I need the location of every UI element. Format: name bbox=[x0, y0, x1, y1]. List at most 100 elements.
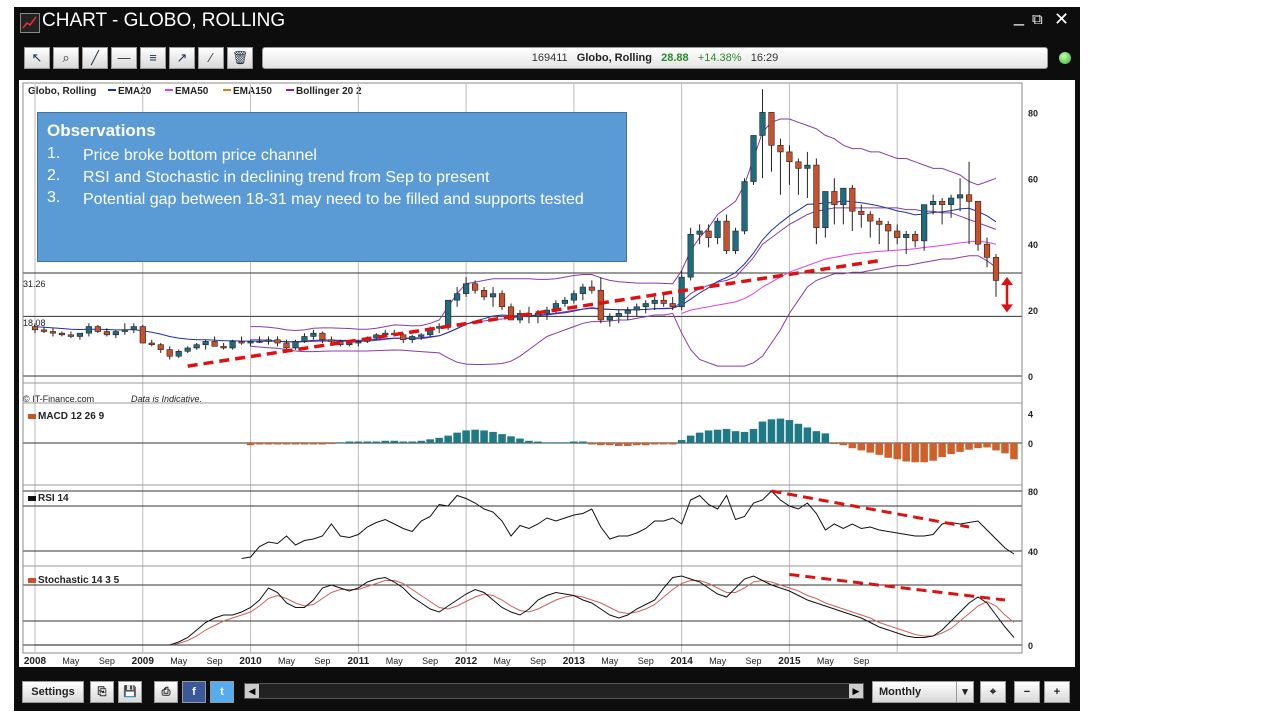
ticker-price: 28.88 bbox=[661, 52, 689, 64]
macd-bar bbox=[444, 435, 452, 443]
macd-bar bbox=[974, 443, 982, 449]
macd-bar bbox=[1010, 443, 1018, 460]
candle-body bbox=[256, 341, 263, 343]
candle-body bbox=[463, 283, 470, 294]
hline-icon[interactable]: — bbox=[111, 47, 137, 69]
candle-body bbox=[409, 336, 416, 341]
trendline-icon[interactable]: ╱ bbox=[82, 47, 108, 69]
macd-bar bbox=[794, 423, 803, 443]
scroll-right-icon[interactable]: ▶ bbox=[849, 684, 863, 698]
zoom-icon[interactable]: ⌕ bbox=[53, 47, 79, 69]
candle-body bbox=[175, 350, 182, 357]
macd-bar bbox=[615, 443, 623, 446]
save-icon[interactable]: 💾 bbox=[118, 681, 142, 703]
macd-bar bbox=[507, 436, 515, 443]
rsi-tick-label: 40 bbox=[1028, 547, 1038, 557]
macd-bar bbox=[282, 443, 291, 445]
observation-text-1: Price broke bottom price channel bbox=[83, 147, 317, 164]
macd-bar bbox=[381, 440, 390, 443]
candle-body bbox=[283, 342, 290, 349]
macd-bar bbox=[947, 443, 955, 455]
macd-bar bbox=[300, 443, 309, 445]
parallel-icon[interactable]: ∕ bbox=[198, 47, 224, 69]
time-scrollbar[interactable]: ◀ ▶ bbox=[244, 683, 864, 699]
export-icon[interactable]: ⎘ bbox=[90, 681, 114, 703]
print-icon[interactable]: ⎙ bbox=[154, 681, 178, 703]
macd-bar bbox=[336, 442, 345, 444]
x-axis-label: 2013 bbox=[563, 656, 586, 667]
zoom-out-icon[interactable]: − bbox=[1014, 681, 1040, 703]
zoom-in-icon[interactable]: + bbox=[1044, 681, 1070, 703]
x-axis-label: May bbox=[601, 656, 619, 666]
chart-svg[interactable]: Globo, Rolling EMA20 EMA50 EMA150 Bollin… bbox=[19, 80, 1075, 667]
detach-icon[interactable]: ⧉ bbox=[1032, 11, 1043, 28]
macd-bar bbox=[291, 443, 300, 445]
rsi-trendline bbox=[771, 489, 970, 529]
macd-bar bbox=[848, 443, 857, 449]
close-icon[interactable]: ✕ bbox=[1054, 9, 1070, 29]
x-axis-label: 2011 bbox=[347, 656, 369, 667]
macd-bar bbox=[327, 443, 336, 444]
ticker-display: 169411 Globo, Rolling 28.88 +14.38% 16:2… bbox=[262, 47, 1048, 69]
trash-icon[interactable]: 🗑 bbox=[227, 47, 253, 69]
candle-body bbox=[705, 230, 712, 238]
channel-icon[interactable]: ↗ bbox=[169, 47, 195, 69]
macd-bar bbox=[677, 440, 686, 443]
candle-body bbox=[687, 233, 694, 278]
x-axis-label: 2010 bbox=[239, 656, 262, 667]
rsi-label: RSI 14 bbox=[38, 493, 69, 504]
facebook-icon[interactable]: f bbox=[182, 681, 206, 703]
macd-bar bbox=[731, 431, 740, 443]
candle-body bbox=[229, 341, 236, 349]
macd-bar bbox=[785, 420, 794, 443]
legend-ema20: EMA20 bbox=[118, 86, 152, 97]
macd-bar bbox=[372, 441, 381, 443]
chevron-down-icon[interactable]: ▾ bbox=[956, 682, 973, 702]
candle-body bbox=[956, 194, 964, 199]
price-tick-label: 20 bbox=[1028, 306, 1038, 316]
minimize-icon[interactable]: _ bbox=[1014, 6, 1025, 26]
period-select[interactable]: Monthly ▾ bbox=[872, 681, 974, 703]
macd-bar bbox=[749, 428, 758, 443]
x-axis-label: 2014 bbox=[671, 656, 694, 667]
candle-body bbox=[184, 347, 191, 352]
macd-bar bbox=[641, 443, 650, 446]
macd-bar bbox=[264, 443, 273, 445]
candle-body bbox=[274, 339, 281, 344]
support-trendline bbox=[187, 258, 880, 368]
macd-bar bbox=[704, 430, 713, 443]
fibonacci-icon[interactable]: ≡ bbox=[140, 47, 166, 69]
settings-button[interactable]: Settings bbox=[22, 681, 84, 703]
chart-window: CHART - GLOBO, ROLLING _ ⧉ ✕ ↖ ⌕ ╱ — ≡ ↗… bbox=[14, 6, 1080, 711]
macd-bar bbox=[713, 429, 722, 443]
candle-body bbox=[489, 293, 497, 298]
candle-body bbox=[328, 339, 335, 342]
macd-bar bbox=[857, 443, 866, 451]
cursor-icon[interactable]: ↖ bbox=[24, 47, 50, 69]
observation-num-2: 2. bbox=[47, 167, 61, 184]
candle-body bbox=[319, 332, 326, 341]
x-axis-label: May bbox=[494, 656, 512, 666]
macd-bar bbox=[534, 441, 542, 443]
zoom-fit-icon[interactable]: ⌖ bbox=[980, 681, 1006, 703]
candle-body bbox=[130, 326, 137, 331]
macd-bar bbox=[435, 437, 443, 443]
twitter-icon[interactable]: t bbox=[210, 681, 234, 703]
candle-body bbox=[840, 187, 847, 205]
macd-tick-label: 4 bbox=[1028, 409, 1033, 419]
scroll-left-icon[interactable]: ◀ bbox=[245, 684, 259, 698]
macd-bar bbox=[489, 431, 497, 443]
candle-body bbox=[355, 341, 362, 344]
copyright-text: © IT-Finance.com bbox=[23, 394, 94, 404]
macd-bar bbox=[318, 443, 327, 445]
candle-body bbox=[247, 341, 254, 344]
macd-tick-label: 0 bbox=[1028, 439, 1033, 449]
candle-body bbox=[400, 334, 407, 341]
candle-body bbox=[220, 346, 227, 349]
candle-body bbox=[67, 334, 75, 337]
candle-body bbox=[750, 135, 757, 182]
candle-body bbox=[570, 293, 577, 301]
rsi-line bbox=[241, 490, 1015, 559]
macd-bar bbox=[552, 442, 560, 444]
candle-body bbox=[507, 306, 515, 321]
